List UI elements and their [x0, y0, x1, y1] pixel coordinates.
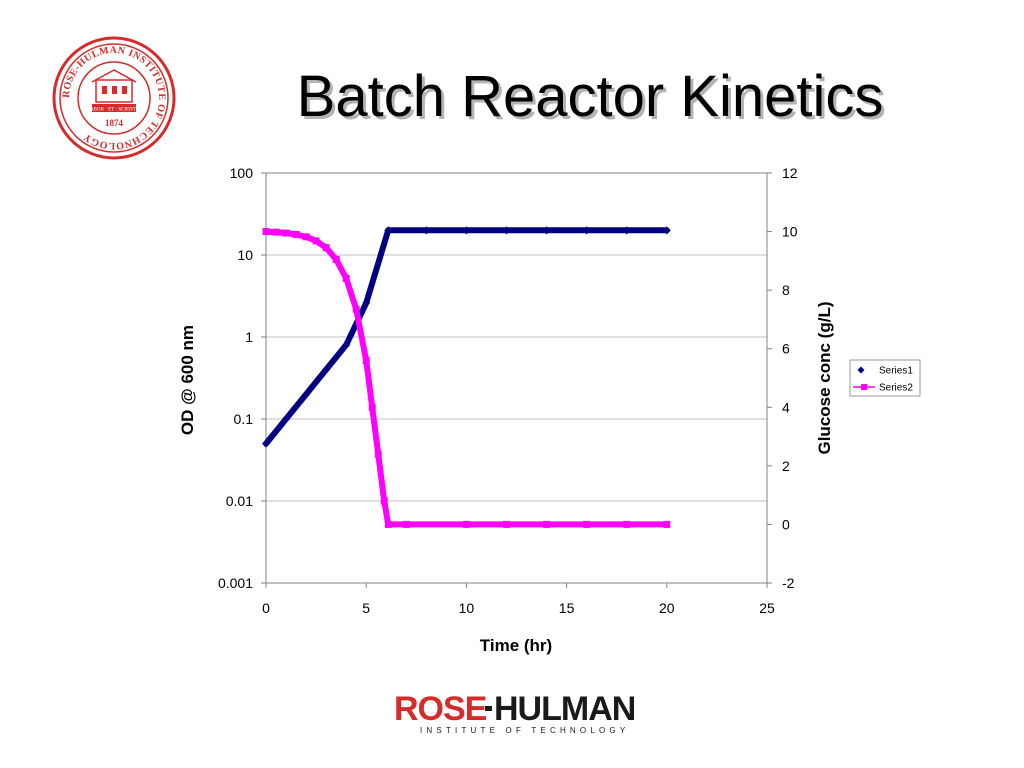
- series-2-point: [332, 255, 340, 263]
- x-tick-label: 25: [759, 600, 775, 616]
- legend-label-series1: Series1: [879, 366, 913, 377]
- y2-tick-label: 4: [782, 399, 790, 415]
- y-tick-label: 10: [237, 247, 253, 263]
- series-1-point: [582, 226, 591, 235]
- legend-marker-square-icon: [861, 384, 867, 390]
- series-2-point: [292, 231, 300, 238]
- series-1-point: [342, 340, 351, 349]
- x-tick-label: 15: [559, 600, 575, 616]
- series-2: [262, 228, 671, 528]
- series-2-point: [322, 244, 330, 252]
- series-1-point: [282, 415, 291, 423]
- y-axis-label: OD @ 600 nm: [178, 325, 197, 435]
- series-2-point: [368, 403, 376, 411]
- y-tick-label: 0.1: [234, 411, 254, 427]
- series-1-point: [422, 226, 431, 235]
- plot-area: [265, 172, 768, 584]
- x-axis-label: Time (hr): [480, 636, 552, 655]
- series-2-point: [502, 520, 510, 528]
- x-tick-label: 5: [362, 600, 370, 616]
- legend-label-series2: Series2: [879, 383, 913, 394]
- y2-axis-label: Glucose conc (g/L): [815, 301, 834, 454]
- legend-item-series2: Series2: [853, 383, 913, 394]
- institute-seal-icon: ROSE-HULMAN INSTITUTE OF TECHNOLOGY LABO…: [52, 36, 176, 160]
- series-2-line: [263, 228, 670, 528]
- axis-ticks: 0.001 0.01 0.1 1 10 100 -2 0 2 4 6 8 10 12 0 5 10 15 20 25: [218, 165, 798, 616]
- logo-wordmark-dark: HULMAN: [494, 690, 635, 728]
- series-2-point: [583, 520, 591, 528]
- y2-tick-label: 6: [782, 341, 790, 357]
- series-2-point: [312, 237, 320, 245]
- series-layer: [262, 226, 671, 528]
- series-1-line: [263, 227, 670, 447]
- series-1-point: [502, 226, 511, 235]
- slide-title: Batch Reactor Kinetics: [296, 64, 884, 129]
- logo-subtitle: INSTITUTE OF TECHNOLOGY: [420, 726, 629, 735]
- series-2-point: [352, 305, 360, 313]
- series-1-point: [302, 390, 311, 399]
- series-2-point: [282, 229, 290, 237]
- series-2-point: [462, 520, 470, 528]
- series-1-point: [542, 226, 551, 235]
- rose-hulman-logo-icon: ROSE HULMAN INSTITUTE OF TECHNOLOGY: [394, 690, 636, 735]
- x-tick-label: 0: [262, 600, 270, 616]
- series-2-point: [374, 450, 382, 458]
- legend-item-series1: Series1: [857, 366, 913, 377]
- series-2-point: [384, 520, 392, 528]
- y-tick-label: 100: [230, 165, 254, 181]
- grid-lines: [266, 254, 767, 502]
- y2-tick-label: -2: [782, 575, 795, 591]
- y2-tick-label: 0: [782, 516, 790, 532]
- series-2-point: [402, 520, 410, 528]
- series-2-point: [272, 228, 280, 236]
- series-1-point: [262, 439, 270, 448]
- series-1-point: [462, 226, 471, 235]
- series-1-point: [384, 226, 393, 235]
- series-2-point: [262, 228, 270, 236]
- series-2-point: [543, 520, 551, 528]
- x-tick-label: 10: [459, 600, 475, 616]
- y2-tick-label: 2: [782, 458, 790, 474]
- series-1-point: [662, 226, 671, 235]
- series-1-point: [362, 298, 371, 307]
- series-2-point: [663, 520, 671, 528]
- legend-marker-diamond-icon: [857, 366, 865, 374]
- series-2-point: [302, 233, 310, 241]
- y2-tick-label: 10: [782, 224, 798, 240]
- seal-year: 1874: [105, 118, 124, 128]
- y2-tick-label: 8: [782, 282, 790, 298]
- y-tick-label: 0.001: [218, 575, 253, 591]
- legend: Series1 Series2: [849, 359, 921, 397]
- series-2-point: [342, 274, 350, 282]
- seal-ribbon-text: LABOR · ET · SCIENTIA: [87, 108, 141, 113]
- x-tick-label: 20: [659, 600, 675, 616]
- series-1: [262, 226, 671, 448]
- logo-wordmark-red: ROSE: [394, 690, 487, 728]
- logo-hyphen: [485, 706, 492, 711]
- series-2-point: [380, 497, 388, 505]
- y2-tick-label: 12: [782, 165, 798, 181]
- series-1-point: [322, 365, 331, 374]
- y-tick-label: 1: [245, 329, 253, 345]
- y-tick-label: 0.01: [226, 493, 253, 509]
- series-2-point: [623, 520, 631, 528]
- series-1-point: [622, 226, 631, 235]
- series-2-point: [362, 356, 370, 364]
